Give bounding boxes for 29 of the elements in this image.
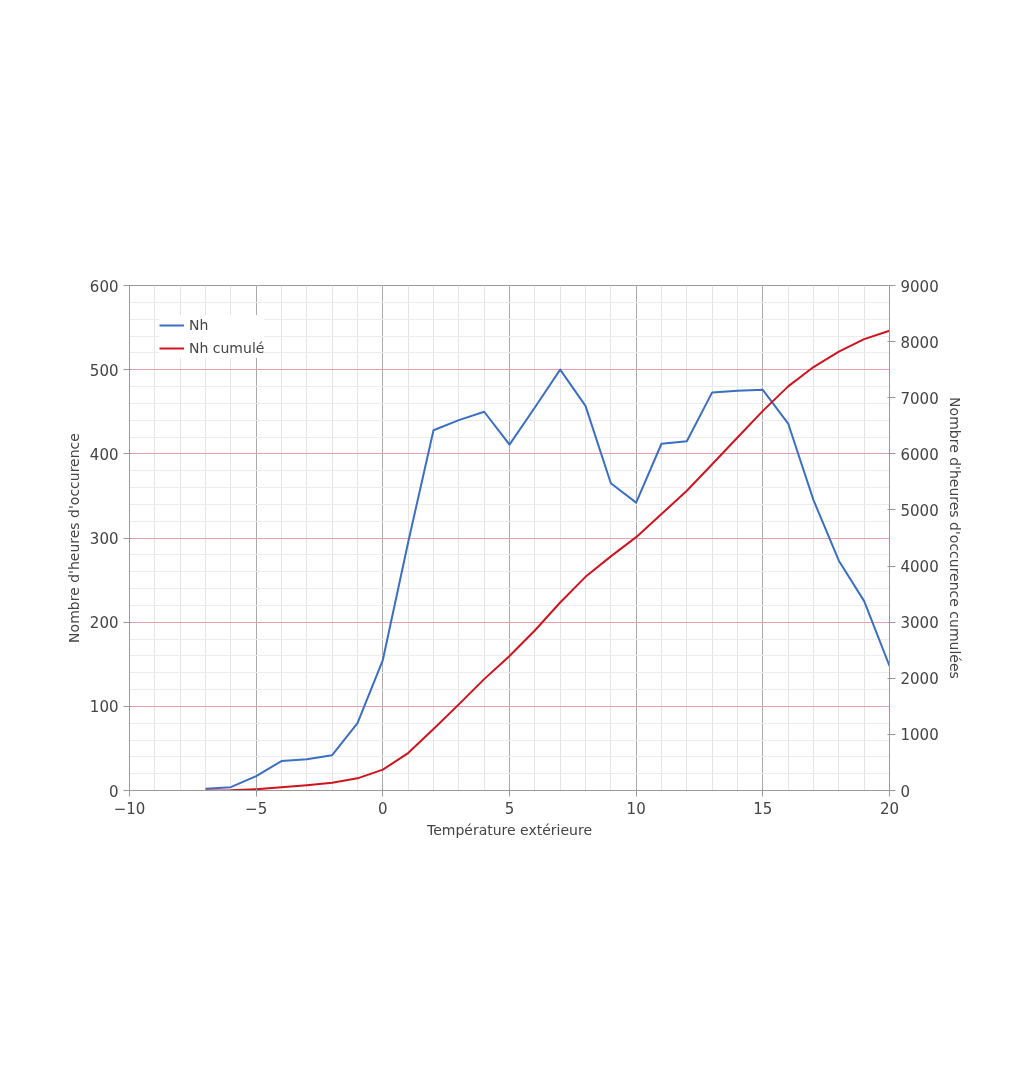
y-tick-label: 100 bbox=[89, 698, 119, 717]
y2-tick-label: 3000 bbox=[900, 614, 939, 633]
y-tick-label: 500 bbox=[89, 361, 119, 380]
y2-axis-title: Nombre d'heures d'occurence cumulées bbox=[946, 397, 963, 679]
y2-tick-label: 8000 bbox=[900, 333, 939, 352]
x-tick-label: −10 bbox=[113, 799, 146, 818]
x-tick-label: 0 bbox=[378, 799, 388, 818]
x-tick-label: 5 bbox=[504, 799, 515, 818]
y2-tick-label: 7000 bbox=[900, 389, 939, 408]
legend-label: Nh bbox=[189, 317, 209, 333]
y2-tick-label: 2000 bbox=[900, 670, 939, 689]
y2-tick-label: 1000 bbox=[900, 726, 939, 745]
x-tick-label: −5 bbox=[245, 799, 268, 818]
y-tick-label: 200 bbox=[89, 614, 119, 633]
x-tick-label: 10 bbox=[626, 799, 646, 818]
y2-tick-label: 6000 bbox=[900, 445, 939, 464]
y-tick-label: 600 bbox=[89, 277, 119, 296]
x-tick-label: 15 bbox=[753, 799, 773, 818]
x-tick-label: 20 bbox=[879, 799, 900, 818]
y2-tick-label: 5000 bbox=[900, 501, 939, 520]
x-axis-title: Température extérieure bbox=[425, 821, 593, 838]
y2-tick-label: 0 bbox=[900, 782, 911, 801]
legend-label: Nh cumulé bbox=[189, 340, 265, 356]
y-axis-title: Nombre d'heures d'occurence bbox=[65, 433, 82, 643]
y2-tick-label: 4000 bbox=[900, 558, 939, 577]
y-tick-label: 300 bbox=[89, 530, 119, 548]
y-tick-label: 0 bbox=[108, 782, 119, 801]
y2-tick-label: 9000 bbox=[900, 277, 939, 296]
y-tick-label: 400 bbox=[89, 445, 119, 464]
